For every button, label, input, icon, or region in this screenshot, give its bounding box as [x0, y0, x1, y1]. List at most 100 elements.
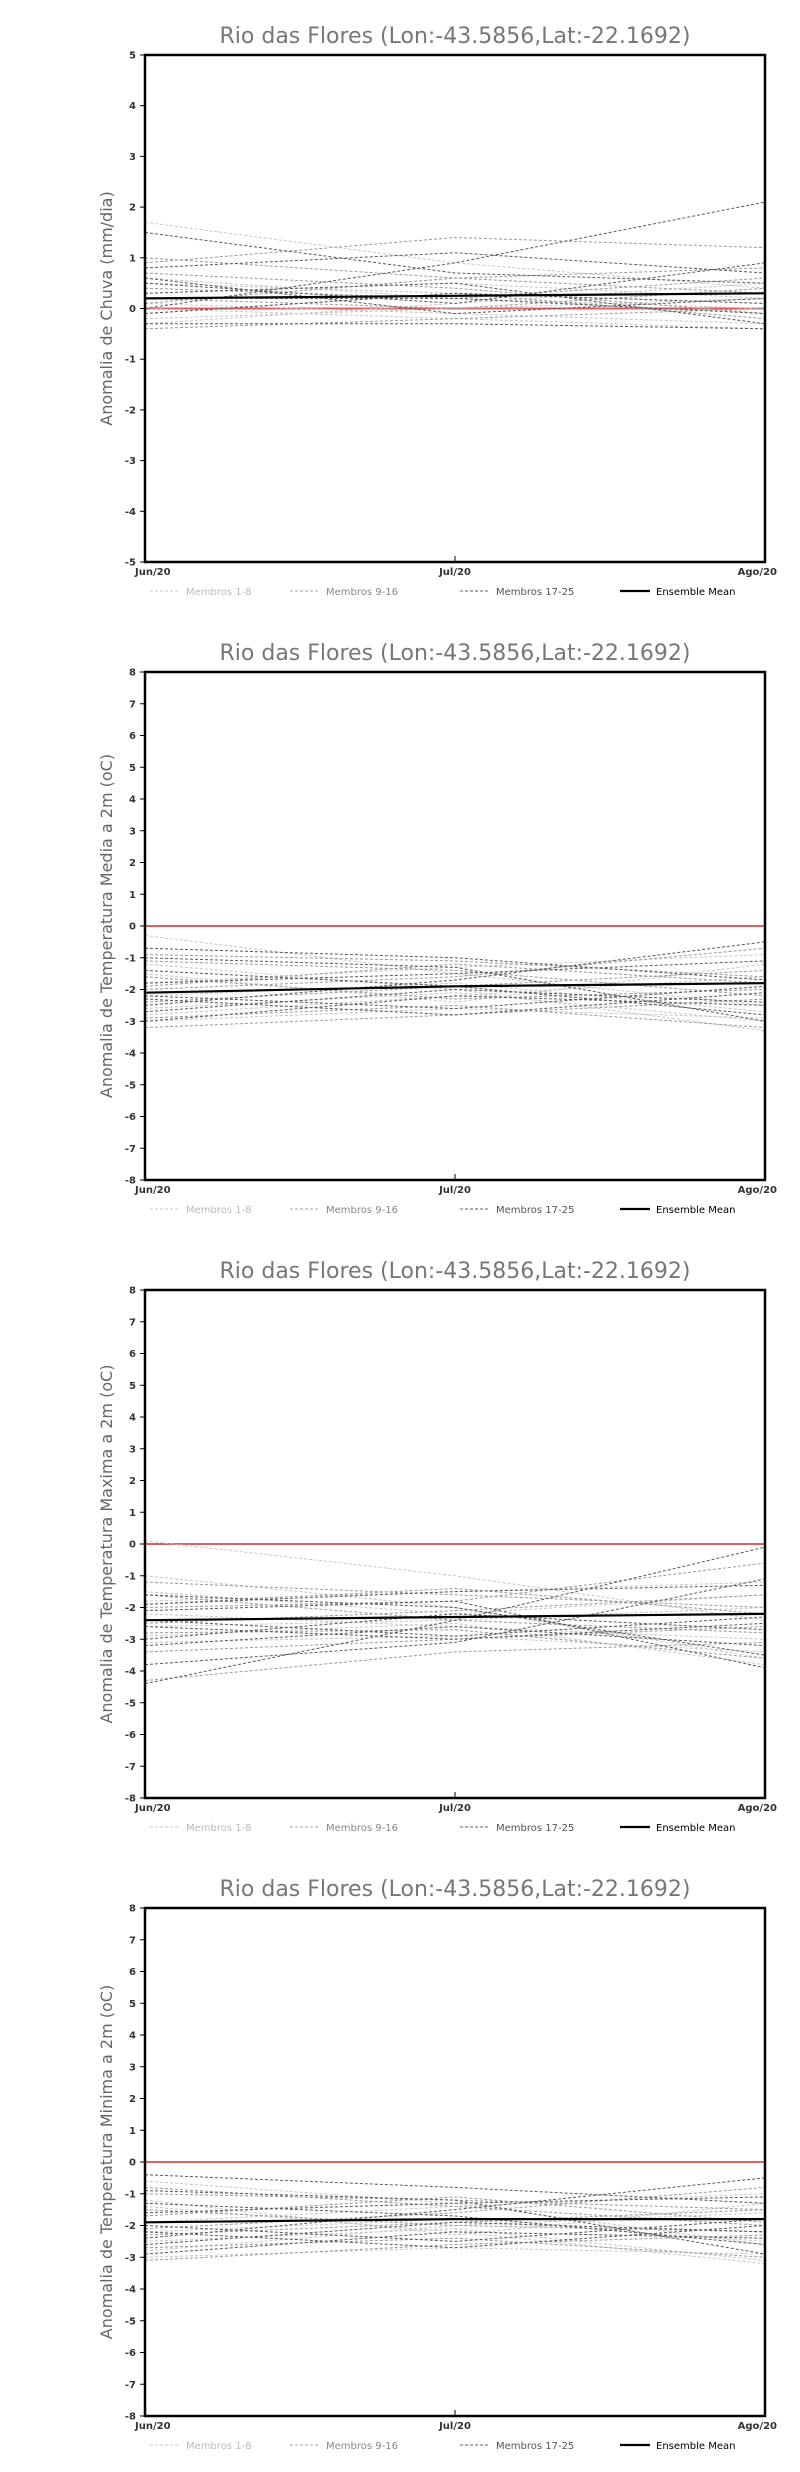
series-line-member-15	[144, 272, 766, 315]
y-tick-label: 3	[129, 1444, 136, 1455]
series-line-ensemble-mean	[144, 2218, 765, 2224]
legend-label: Ensemble Mean	[656, 2441, 735, 2452]
y-tick-label: -3	[125, 456, 136, 467]
y-tick-label: 5	[129, 763, 136, 774]
y-tick-label: 0	[129, 304, 136, 315]
y-tick-label: -2	[125, 2221, 136, 2232]
legend-label: Membros 17-25	[496, 1205, 574, 1216]
series-line-member-22	[144, 2196, 766, 2214]
series-line-member-4	[144, 954, 766, 984]
series-line-ensemble-mean	[144, 982, 766, 994]
series-line-member-15	[144, 1004, 766, 1029]
series-line-member-17	[144, 1546, 766, 1685]
series-line-member-6	[144, 982, 766, 1013]
series-line-member-25	[144, 2225, 766, 2249]
y-tick-label: -2	[125, 985, 136, 996]
y-tick-label: -8	[125, 2412, 136, 2423]
series-line-member-24	[144, 1600, 766, 1669]
series-line-member-20	[145, 323, 766, 330]
y-tick-label: -6	[125, 2348, 136, 2359]
series-line-member-23	[144, 988, 766, 1013]
y-tick-label: -3	[125, 1635, 136, 1646]
y-tick-label: 6	[129, 1967, 136, 1978]
x-tick-label: Jul/20	[438, 1803, 471, 1814]
series-line-member-7	[144, 2199, 766, 2236]
legend-label: Ensemble Mean	[656, 587, 735, 598]
series-line-member-8	[144, 2228, 766, 2261]
series-line-member-10	[144, 2186, 766, 2230]
series-line-member-9	[144, 237, 766, 264]
series-line-member-24	[144, 957, 766, 1022]
series-line-member-18	[144, 941, 766, 1006]
series-line-member-19	[144, 2231, 766, 2255]
y-tick-label: -2	[125, 405, 136, 416]
y-tick-label: 4	[129, 795, 136, 806]
y-tick-label: -7	[125, 2380, 136, 2391]
y-tick-label: 5	[129, 1381, 136, 1392]
series-line-member-21	[144, 1616, 766, 1637]
y-tick-label: 2	[129, 2094, 136, 2105]
series-line-member-18	[144, 1578, 766, 1666]
y-tick-label: 7	[129, 1317, 136, 1328]
series-line-member-17	[144, 201, 766, 309]
y-tick-label: -2	[125, 1603, 136, 1614]
series-line-member-9	[144, 954, 766, 978]
y-tick-label: 6	[129, 731, 136, 742]
x-tick-label: Jun/20	[134, 2421, 171, 2432]
x-tick-label: Jun/20	[134, 1185, 171, 1196]
y-tick-label: 1	[129, 890, 136, 901]
legend-label: Ensemble Mean	[656, 1205, 735, 1216]
x-tick-label: Ago/20	[738, 567, 777, 578]
series-line-member-25	[144, 992, 766, 1016]
x-tick-label: Ago/20	[738, 1185, 777, 1196]
series-line-member-22	[145, 297, 766, 315]
y-tick-label: 4	[129, 2031, 136, 2042]
y-tick-label: -4	[125, 1049, 136, 1060]
series-line-member-15	[144, 1629, 766, 1659]
series-line-member-22	[144, 1584, 766, 1605]
series-line-member-16	[144, 2196, 766, 2223]
series-line-member-9	[144, 2193, 766, 2211]
series-line-member-11	[144, 998, 766, 1029]
chart-title: Rio das Flores (Lon:-43.5856,Lat:-22.169…	[220, 641, 691, 666]
y-tick-label: 0	[129, 2158, 136, 2169]
series-line-member-1	[144, 221, 766, 289]
series-line-member-16	[144, 1587, 766, 1615]
series-line-member-23	[144, 2221, 766, 2246]
series-line-member-10	[144, 947, 766, 990]
y-tick-label: 1	[129, 253, 136, 264]
legend-label: Membros 1-8	[186, 2441, 252, 2452]
y-tick-label: -1	[125, 355, 136, 366]
x-tick-label: Jul/20	[438, 567, 471, 578]
series-line-member-8	[144, 992, 766, 1022]
plot-frame	[143, 53, 767, 564]
chart-panel-3: Rio das Flores (Lon:-43.5856,Lat:-22.169…	[97, 1259, 777, 1834]
y-tick-label: 3	[129, 2062, 136, 2073]
y-axis-label: Anomalia de Temperatura Media a 2m (oC)	[97, 754, 116, 1098]
series-line-member-22	[144, 960, 766, 984]
series-line-member-12	[144, 976, 766, 1000]
legend-label: Membros 17-25	[496, 2441, 574, 2452]
y-tick-label: -5	[125, 558, 136, 569]
series-line-ensemble-mean	[144, 292, 766, 300]
series-line-member-14	[144, 308, 766, 330]
y-tick-label: 3	[129, 152, 136, 163]
chart-panel-2: Rio das Flores (Lon:-43.5856,Lat:-22.169…	[97, 641, 777, 1216]
chart-title: Rio das Flores (Lon:-43.5856,Lat:-22.169…	[220, 1259, 691, 1284]
legend-label: Membros 17-25	[496, 587, 574, 598]
y-tick-label: -5	[125, 1080, 136, 1091]
series-line-member-19	[144, 995, 766, 1022]
y-axis-label: Anomalia de Chuva (mm/dia)	[97, 191, 116, 425]
series-line-member-21	[144, 2218, 766, 2242]
x-tick-label: Jul/20	[438, 1185, 471, 1196]
legend-label: Membros 9-16	[326, 587, 398, 598]
y-tick-label: 2	[129, 858, 136, 869]
y-tick-label: 3	[129, 826, 136, 837]
y-tick-label: 2	[129, 203, 136, 214]
series-line-member-19	[144, 252, 766, 274]
series-line-member-24	[144, 2190, 766, 2255]
series-line-member-7	[144, 963, 766, 1003]
y-axis-label: Anomalia de Temperatura Minima a 2m (oC)	[97, 1985, 116, 2339]
chart-title: Rio das Flores (Lon:-43.5856,Lat:-22.169…	[220, 24, 691, 49]
legend-label: Membros 1-8	[186, 1205, 252, 1216]
